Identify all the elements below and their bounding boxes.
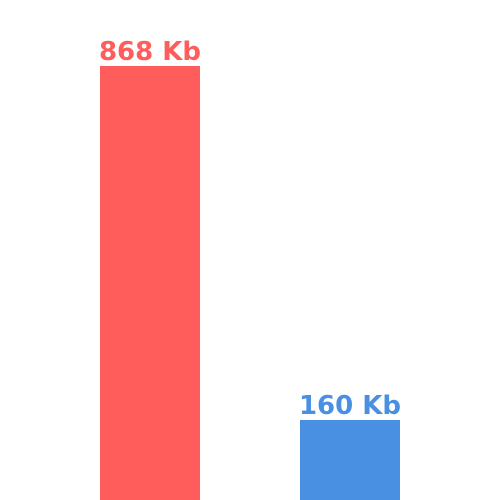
bar-2 [300, 420, 400, 500]
labels-group: 868 Kb 160 Kb [99, 37, 401, 421]
bar-value-label-1: 868 Kb [99, 37, 201, 67]
bar-value-label-2: 160 Kb [299, 391, 401, 421]
bar-1 [100, 66, 200, 500]
bars-group [100, 66, 400, 500]
